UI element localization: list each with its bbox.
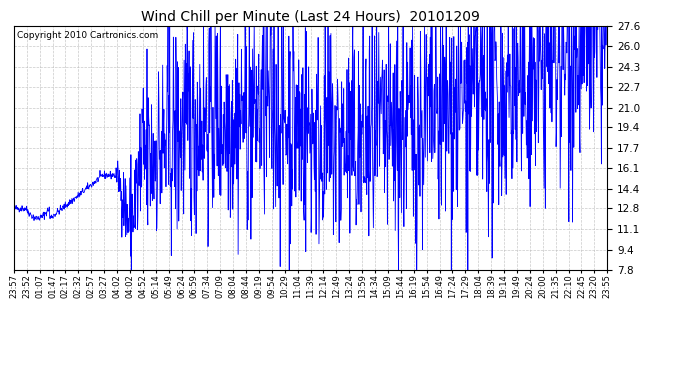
- Text: Copyright 2010 Cartronics.com: Copyright 2010 Cartronics.com: [17, 31, 158, 40]
- Title: Wind Chill per Minute (Last 24 Hours)  20101209: Wind Chill per Minute (Last 24 Hours) 20…: [141, 10, 480, 24]
